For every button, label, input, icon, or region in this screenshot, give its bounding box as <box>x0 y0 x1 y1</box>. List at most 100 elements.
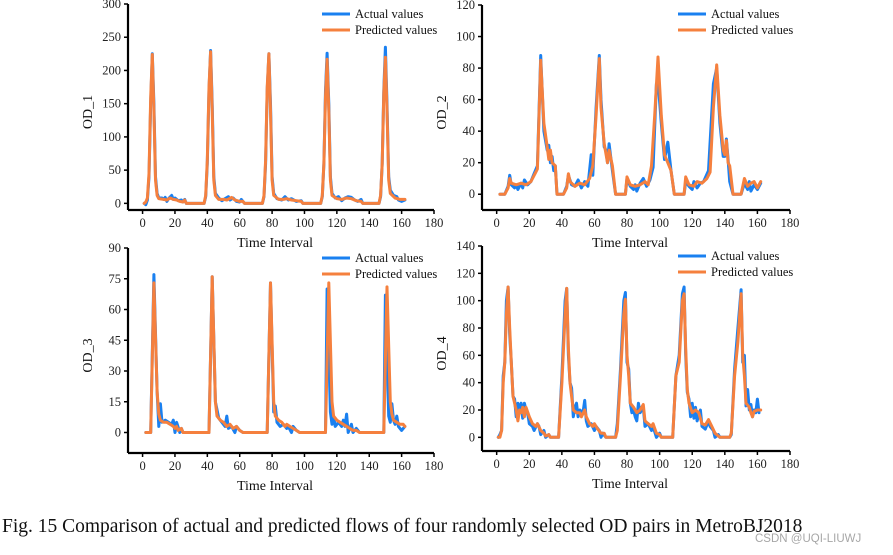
chart-panel-3: 0 15 30 45 60 75 90 0 20 40 60 80 100 120 140 160 180 Tim… <box>81 241 443 494</box>
y-tick-label: 45 <box>109 333 122 347</box>
y-tick-label: 0 <box>115 196 121 210</box>
y-tick-label: 150 <box>102 97 121 111</box>
x-axis-title: Time Interval <box>592 477 668 492</box>
x-tick-label: 140 <box>360 216 379 230</box>
x-axis-title: Time Interval <box>237 236 313 251</box>
x-tick-label: 40 <box>556 216 569 230</box>
watermark: CSDN @UQI-LIUWJ <box>755 533 862 545</box>
legend: Actual values Predicted values <box>322 251 437 281</box>
y-axis-title: OD_2 <box>435 95 450 129</box>
legend-label: Actual values <box>355 251 424 265</box>
x-tick-label: 160 <box>748 216 767 230</box>
y-tick-label: 40 <box>463 376 476 390</box>
x-tick-label: 120 <box>327 216 346 230</box>
x-tick-label: 100 <box>650 457 669 471</box>
x-tick-label: 80 <box>621 216 634 230</box>
x-tick-label: 80 <box>266 216 279 230</box>
chart-panel-2: 0 20 40 60 80 100 120 0 20 40 60 80 100 120 140 160 180 T… <box>435 0 799 251</box>
x-tick-label: 0 <box>494 216 500 230</box>
figure-caption: Fig. 15 Comparison of actual and predict… <box>2 516 803 537</box>
y-tick-label: 100 <box>102 130 121 144</box>
x-tick-label: 180 <box>425 459 444 473</box>
predicted-values-line <box>142 50 407 205</box>
y-tick-label: 0 <box>115 426 121 440</box>
legend-label: Predicted values <box>355 23 437 37</box>
x-tick-label: 180 <box>425 216 444 230</box>
predicted-values-line <box>498 55 763 196</box>
legend-label: Predicted values <box>711 23 793 37</box>
y-tick-label: 300 <box>102 0 121 11</box>
x-tick-label: 20 <box>169 459 182 473</box>
x-tick-label: 180 <box>781 457 800 471</box>
x-tick-label: 40 <box>201 459 214 473</box>
y-tick-label: 100 <box>456 30 475 44</box>
x-tick-label: 0 <box>139 216 145 230</box>
x-tick-label: 20 <box>523 457 536 471</box>
x-tick-label: 60 <box>588 216 601 230</box>
x-tick-label: 60 <box>233 216 246 230</box>
x-axis-title: Time Interval <box>237 479 313 494</box>
y-tick-label: 100 <box>456 294 475 308</box>
x-tick-label: 40 <box>201 216 214 230</box>
y-tick-label: 140 <box>456 239 475 253</box>
x-tick-label: 140 <box>715 457 734 471</box>
x-tick-label: 140 <box>715 216 734 230</box>
y-tick-label: 60 <box>109 303 122 317</box>
y-axis-title: OD_1 <box>81 95 96 129</box>
x-tick-label: 100 <box>650 216 669 230</box>
x-tick-label: 80 <box>266 459 279 473</box>
y-axis-title: OD_3 <box>81 338 96 372</box>
x-axis-title: Time Interval <box>592 236 668 251</box>
x-tick-label: 160 <box>748 457 767 471</box>
x-tick-label: 60 <box>233 459 246 473</box>
legend: Actual values Predicted values <box>678 7 793 37</box>
legend-label: Actual values <box>711 7 780 21</box>
chart-panel-1: 0 50 100 150 200 250 300 0 20 40 60 80 100 120 140 160 1… <box>81 0 443 251</box>
legend: Actual values Predicted values <box>678 249 793 279</box>
y-tick-label: 30 <box>109 364 122 378</box>
y-tick-label: 0 <box>469 187 475 201</box>
y-tick-label: 20 <box>463 403 476 417</box>
actual-values-line <box>142 45 407 207</box>
x-tick-label: 0 <box>494 457 500 471</box>
x-tick-label: 140 <box>360 459 379 473</box>
y-tick-label: 0 <box>469 430 475 444</box>
legend: Actual values Predicted values <box>322 7 437 37</box>
x-tick-label: 100 <box>295 459 314 473</box>
x-tick-label: 120 <box>683 457 702 471</box>
x-tick-label: 80 <box>621 457 634 471</box>
x-tick-label: 160 <box>392 216 411 230</box>
y-tick-label: 120 <box>456 0 475 12</box>
x-tick-label: 100 <box>295 216 314 230</box>
x-tick-label: 120 <box>683 216 702 230</box>
y-tick-label: 60 <box>463 93 476 107</box>
legend-label: Actual values <box>355 7 424 21</box>
y-tick-label: 200 <box>102 63 121 77</box>
y-tick-label: 120 <box>456 266 475 280</box>
y-tick-label: 75 <box>109 272 122 286</box>
legend-label: Predicted values <box>711 265 793 279</box>
x-tick-label: 20 <box>169 216 182 230</box>
x-tick-label: 0 <box>139 459 145 473</box>
y-axis-title: OD_4 <box>435 336 450 370</box>
y-tick-label: 80 <box>463 321 476 335</box>
x-tick-label: 160 <box>392 459 411 473</box>
predicted-values-line <box>496 285 763 439</box>
x-tick-label: 40 <box>556 457 569 471</box>
legend-label: Actual values <box>711 249 780 263</box>
legend-label: Predicted values <box>355 267 437 281</box>
y-tick-label: 40 <box>463 124 476 138</box>
y-tick-label: 80 <box>463 61 476 75</box>
y-tick-label: 50 <box>109 163 122 177</box>
chart-panel-4: 0 20 40 60 80 100 120 140 0 20 40 60 80 100 120 140 160 1… <box>435 239 799 492</box>
y-tick-label: 15 <box>109 395 122 409</box>
y-tick-label: 90 <box>109 241 122 255</box>
y-tick-label: 20 <box>463 156 476 170</box>
x-tick-label: 180 <box>781 216 800 230</box>
x-tick-label: 60 <box>588 457 601 471</box>
x-tick-label: 120 <box>327 459 346 473</box>
y-tick-label: 60 <box>463 348 476 362</box>
x-tick-label: 20 <box>523 216 536 230</box>
predicted-values-line <box>144 275 407 434</box>
